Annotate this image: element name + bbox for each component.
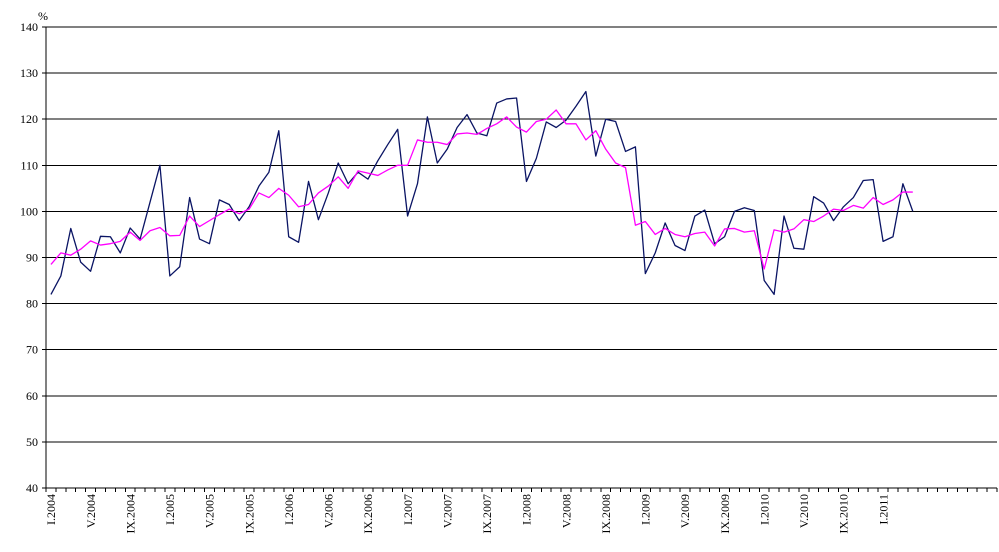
axis-layer: % 40 50 60 70 80 90 100 110 120 130 140: [20, 9, 998, 495]
y-tick-label-40: 40: [26, 481, 38, 495]
series-line-1: [50, 109, 913, 270]
x-tick-label-5: IX.2005: [242, 494, 256, 534]
x-tick-label-9: I.2007: [401, 494, 415, 525]
y-tick-label-50: 50: [26, 435, 38, 449]
x-tick-label-0: I.2004: [44, 494, 58, 525]
y-tick-label-70: 70: [26, 343, 38, 357]
x-tick-label-18: I.2010: [757, 494, 771, 525]
x-tick-label-16: V.2009: [678, 494, 692, 528]
grid-layer: [46, 26, 997, 489]
y-unit-label: %: [38, 9, 48, 23]
x-tick-label-14: IX.2008: [599, 494, 613, 534]
x-tick-label-7: V.2006: [322, 494, 336, 528]
x-tick-label-19: V.2010: [797, 494, 811, 528]
x-tick-label-10: V.2007: [440, 494, 454, 528]
y-tick-label-90: 90: [26, 251, 38, 265]
y-tick-label-110: 110: [20, 158, 38, 172]
x-tick-label-11: IX.2007: [480, 494, 494, 534]
x-tick-label-21: I.2011: [876, 494, 890, 525]
y-tick-label-60: 60: [26, 389, 38, 403]
x-tick-label-15: I.2009: [639, 494, 653, 525]
y-tick-label-100: 100: [20, 204, 38, 218]
x-tick-label-20: IX.2010: [837, 494, 851, 534]
x-label-layer: I.2004 V.2004 IX.2004 I.2005 V.2005 IX.2005 I.…: [44, 494, 890, 534]
x-tick-label-12: I.2008: [520, 494, 534, 525]
y-tick-label-120: 120: [20, 112, 38, 126]
x-tick-label-4: V.2005: [203, 494, 217, 528]
x-tick-label-2: IX.2004: [123, 494, 137, 534]
y-tick-label-140: 140: [20, 20, 38, 34]
x-tick-label-8: IX.2006: [361, 494, 375, 534]
x-tick-label-6: I.2006: [282, 494, 296, 525]
x-tick-label-1: V.2004: [84, 494, 98, 528]
y-tick-label-80: 80: [26, 297, 38, 311]
x-tick-label-3: I.2005: [163, 494, 177, 525]
x-tick-label-17: IX.2009: [718, 494, 732, 534]
x-tick-label-13: V.2008: [559, 494, 573, 528]
series-layer: [50, 90, 914, 296]
series-line-0: [50, 90, 914, 296]
y-tick-label-130: 130: [20, 66, 38, 80]
